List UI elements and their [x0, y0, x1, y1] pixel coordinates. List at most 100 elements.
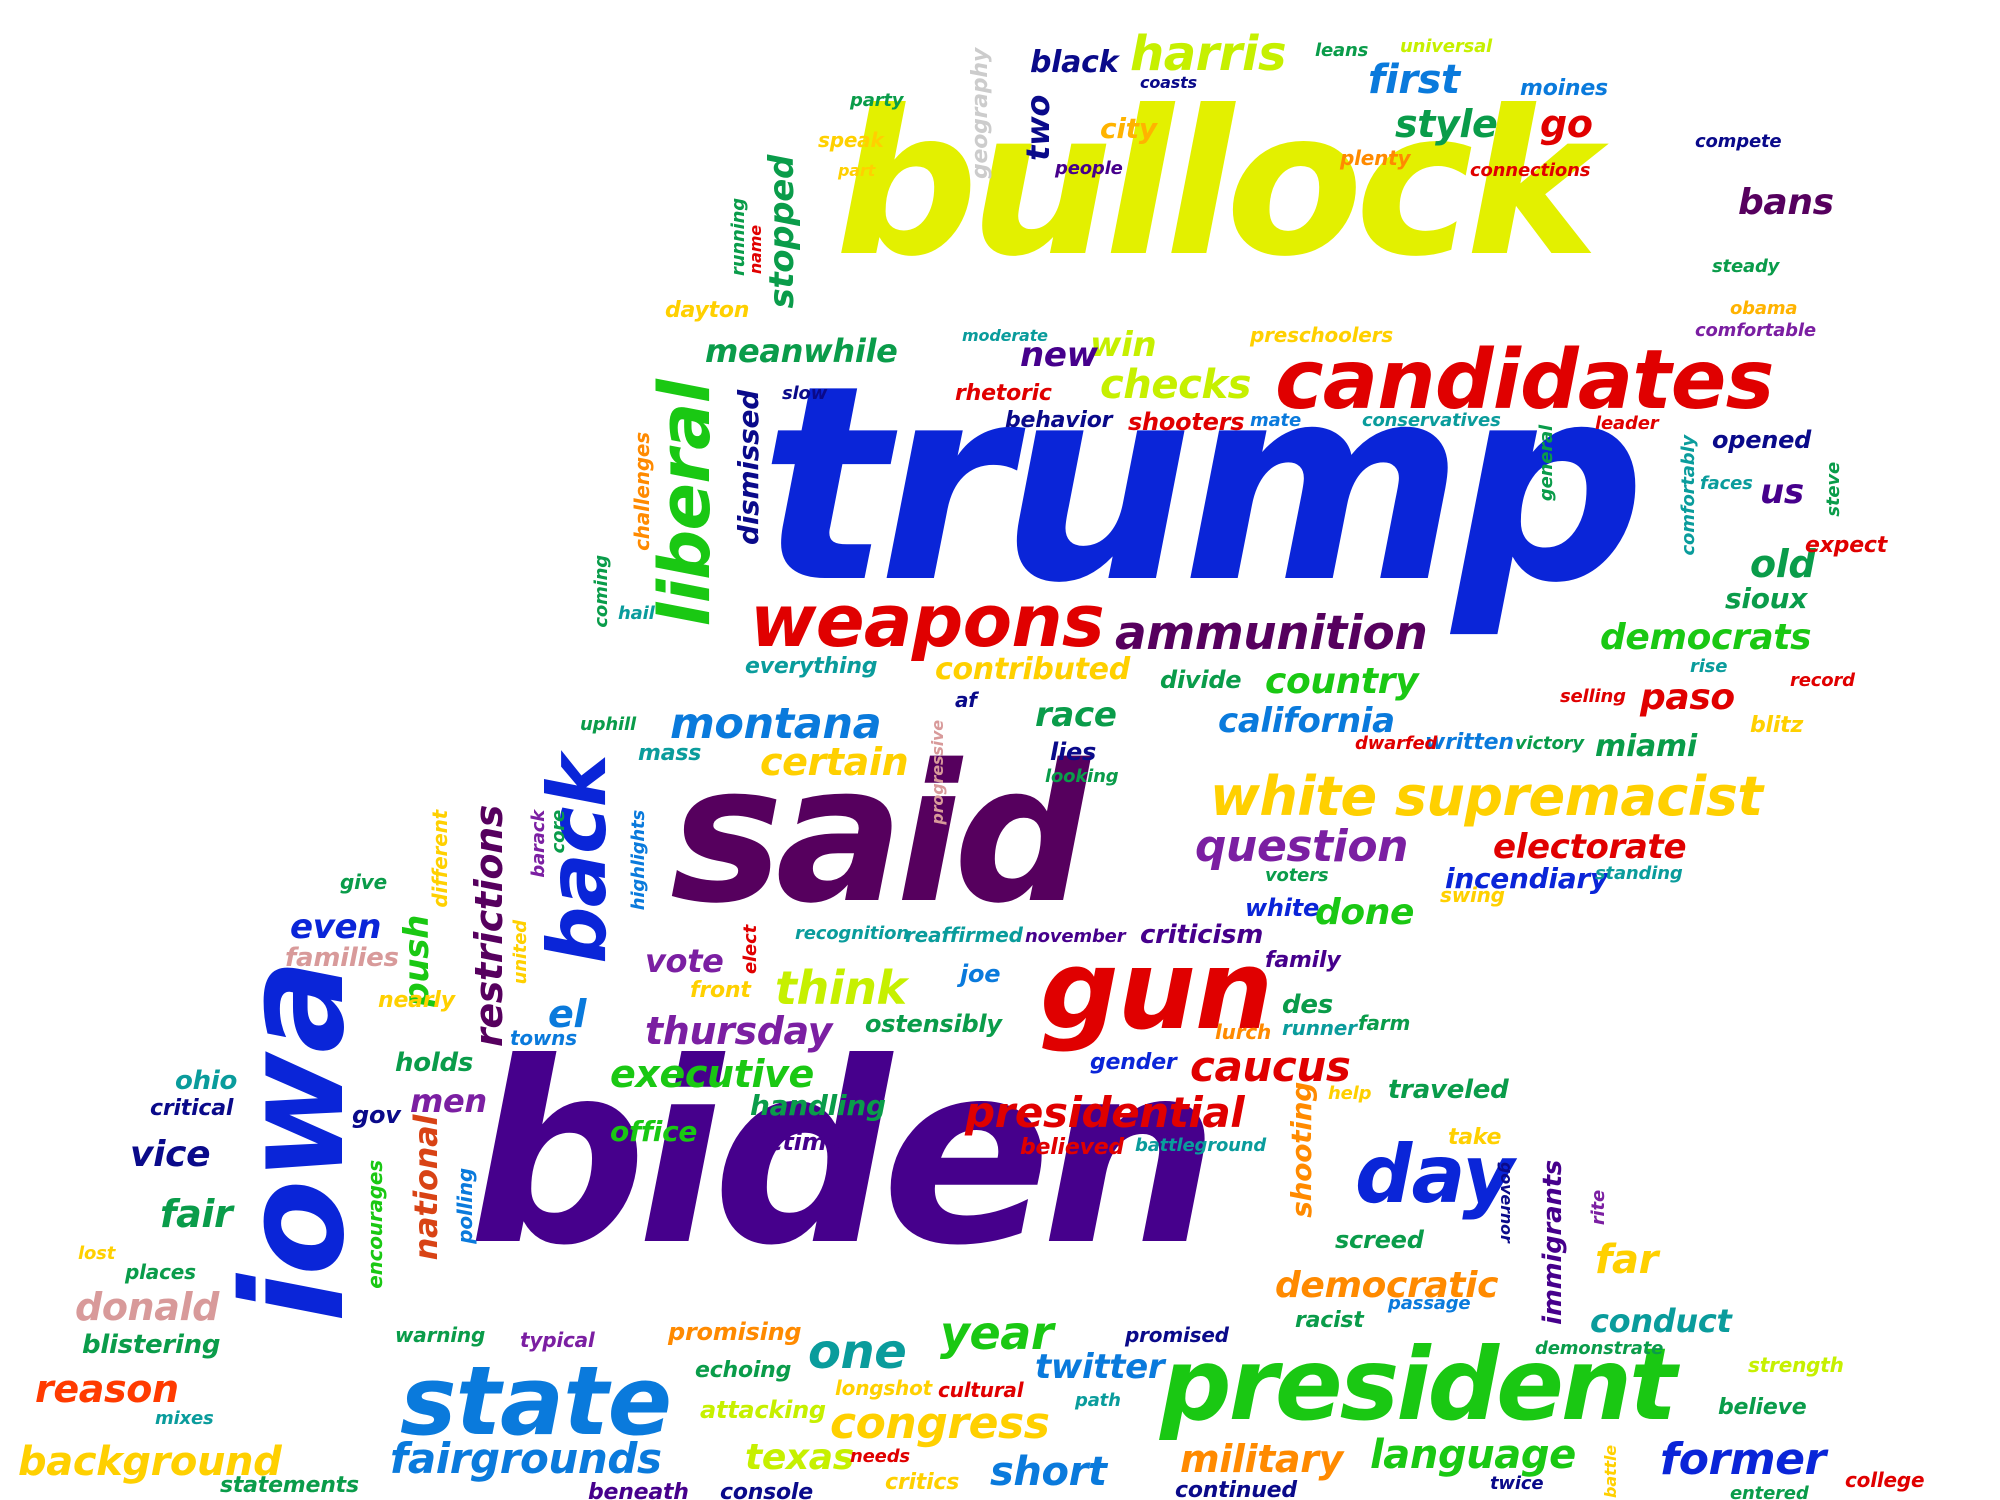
word-dismissed: dismissed: [732, 390, 765, 545]
word-encourages: encourages: [363, 1160, 387, 1289]
word-comfortably: comfortably: [1678, 435, 1699, 556]
word-immigrants: immigrants: [1538, 1160, 1568, 1325]
word-dayton: dayton: [665, 298, 750, 323]
word-ammunition: ammunition: [1115, 606, 1428, 661]
word-geography: geography: [968, 48, 993, 179]
word-blistering: blistering: [82, 1330, 221, 1360]
word-give: give: [340, 870, 387, 894]
word-vote: vote: [645, 942, 724, 980]
word-mate: mate: [1250, 410, 1301, 431]
word-twice: twice: [1490, 1473, 1544, 1494]
word-slow: slow: [782, 383, 828, 404]
word-executive: executive: [610, 1052, 814, 1096]
word-vice: vice: [130, 1134, 211, 1175]
word-college: college: [1845, 1468, 1925, 1492]
word-racist: racist: [1295, 1308, 1364, 1333]
word-obama: obama: [1730, 298, 1798, 319]
word-caucus: caucus: [1190, 1042, 1351, 1091]
word-restrictions: restrictions: [467, 805, 511, 1047]
word-leans: leans: [1315, 40, 1369, 61]
word-montana: montana: [670, 699, 882, 749]
word-universal: universal: [1400, 36, 1493, 57]
word-nearly: nearly: [378, 988, 455, 1013]
word-background: background: [18, 1439, 282, 1485]
word-critics: critics: [885, 1470, 960, 1495]
word-iowa: iowa: [213, 960, 376, 1323]
word-voters: voters: [1265, 865, 1329, 886]
word-city: city: [1100, 112, 1157, 145]
word-white-supremacist: white supremacist: [1210, 765, 1763, 828]
word-written: written: [1425, 730, 1514, 755]
word-strength: strength: [1748, 1353, 1844, 1377]
word-back: back: [531, 755, 624, 964]
word-donald: donald: [75, 1285, 219, 1329]
word-gun: gun: [1040, 926, 1273, 1054]
word-day: day: [1355, 1128, 1514, 1221]
word-speak: speak: [818, 128, 884, 152]
word-promising: promising: [668, 1318, 802, 1346]
word-opened: opened: [1712, 426, 1812, 454]
word-shooting: shooting: [1285, 1082, 1318, 1218]
word-lies: lies: [1050, 738, 1097, 766]
word-california: california: [1218, 701, 1395, 741]
word-steady: steady: [1712, 256, 1780, 277]
word-conduct: conduct: [1590, 1302, 1732, 1340]
word-incendiary: incendiary: [1445, 862, 1608, 895]
word-year: year: [940, 1306, 1054, 1360]
word-win: win: [1090, 325, 1157, 365]
word-congress: congress: [830, 1398, 1050, 1449]
word-race: race: [1035, 695, 1117, 735]
word-harris: harris: [1130, 26, 1287, 82]
word-behavior: behavior: [1005, 408, 1113, 433]
word-governor: governor: [1497, 1162, 1516, 1243]
word-progressive: progressive: [928, 720, 947, 825]
word-elect: elect: [740, 925, 761, 974]
word-recognition: recognition: [795, 923, 909, 944]
word-families: families: [285, 943, 399, 973]
word-ostensibly: ostensibly: [865, 1010, 1002, 1038]
word-office: office: [610, 1115, 698, 1148]
word-core: core: [548, 810, 569, 854]
word-think: think: [775, 961, 907, 1015]
word-general: general: [1536, 425, 1557, 502]
word-fairgrounds: fairgrounds: [390, 1434, 662, 1483]
word-handling: handling: [750, 1089, 886, 1122]
word-towns: towns: [510, 1026, 577, 1050]
word-sioux: sioux: [1725, 582, 1808, 615]
word-beneath: beneath: [588, 1480, 689, 1500]
word-af: af: [955, 688, 977, 712]
word-places: places: [125, 1260, 196, 1284]
word-cultural: cultural: [938, 1378, 1024, 1402]
word-blitz: blitz: [1750, 713, 1804, 738]
word-screed: screed: [1335, 1226, 1424, 1254]
word-people: people: [1055, 158, 1123, 179]
word-paso: paso: [1640, 677, 1735, 718]
word-black: black: [1030, 45, 1119, 80]
word-needs: needs: [850, 1446, 910, 1467]
word-country: country: [1265, 661, 1419, 702]
word-rhetoric: rhetoric: [955, 381, 1052, 406]
word-contributed: contributed: [935, 652, 1130, 687]
word-take: take: [1448, 1125, 1502, 1150]
word-reaffirmed: reaffirmed: [905, 923, 1023, 947]
word-attacking: attacking: [700, 1396, 826, 1424]
word-console: console: [720, 1480, 813, 1500]
word-typical: typical: [520, 1328, 595, 1352]
word-path: path: [1075, 1390, 1121, 1411]
word-challenges: challenges: [630, 432, 654, 551]
word-critical: critical: [150, 1096, 234, 1121]
word-battleground: battleground: [1135, 1135, 1267, 1156]
word-gov: gov: [352, 1101, 401, 1129]
word-part: part: [838, 161, 876, 180]
word-selling: selling: [1560, 686, 1626, 707]
word-texas: texas: [745, 1437, 854, 1478]
word-new: new: [1020, 335, 1098, 375]
word-lost: lost: [78, 1243, 116, 1264]
word-promised: promised: [1125, 1323, 1229, 1347]
word-joe: joe: [960, 960, 1001, 988]
word-party: party: [850, 90, 904, 111]
word-two: two: [1019, 95, 1057, 161]
word-military: military: [1180, 1437, 1343, 1481]
word-trump: trump: [760, 327, 1646, 642]
